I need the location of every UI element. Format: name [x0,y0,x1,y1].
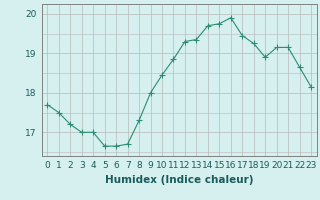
X-axis label: Humidex (Indice chaleur): Humidex (Indice chaleur) [105,175,253,185]
